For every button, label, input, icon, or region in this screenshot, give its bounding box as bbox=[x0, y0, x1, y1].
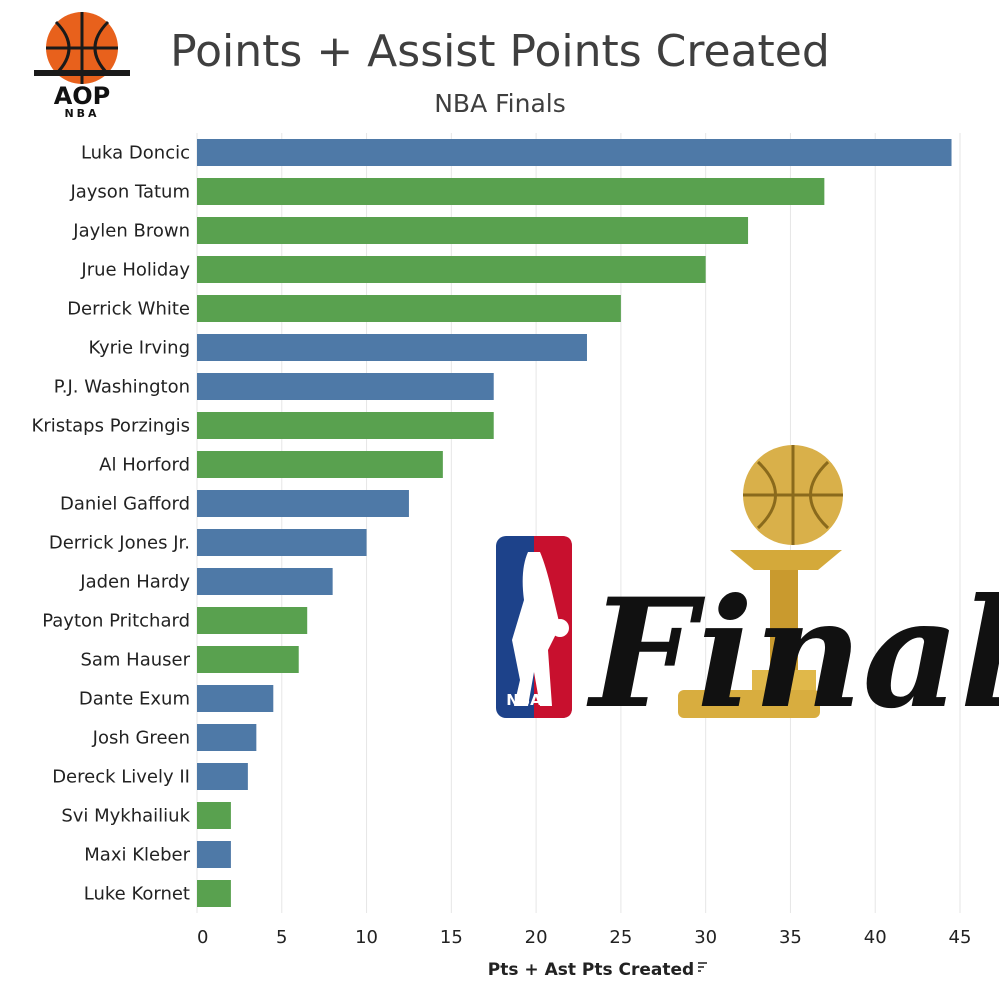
category-label: Al Horford bbox=[99, 455, 190, 476]
bar[interactable] bbox=[197, 451, 443, 478]
x-tick-label: 0 bbox=[197, 927, 208, 948]
bar[interactable] bbox=[197, 334, 587, 361]
bar[interactable] bbox=[197, 646, 299, 673]
x-axis-title: Pts + Ast Pts Created bbox=[488, 960, 694, 980]
category-label: Luke Kornet bbox=[84, 884, 190, 905]
nba-logo: NBA bbox=[496, 536, 572, 718]
bar[interactable] bbox=[197, 178, 825, 205]
chart-title: Points + Assist Points Created bbox=[170, 26, 830, 77]
category-label: Daniel Gafford bbox=[60, 494, 190, 515]
x-tick-label: 30 bbox=[694, 927, 717, 948]
category-label: Dereck Lively II bbox=[52, 767, 190, 788]
bars bbox=[197, 139, 952, 907]
bar[interactable] bbox=[197, 607, 308, 634]
category-labels: Luka Doncic Jayson Tatum Jaylen Brown Jrue … bbox=[32, 143, 191, 905]
category-label: Svi Mykhailiuk bbox=[61, 806, 190, 827]
trophy-icon bbox=[678, 445, 843, 718]
finals-wordmark: Finals bbox=[586, 566, 999, 742]
logo-primary-text: AOP bbox=[54, 82, 111, 110]
aop-logo: AOP NBA bbox=[34, 12, 130, 120]
category-label: Jayson Tatum bbox=[69, 182, 190, 203]
bar[interactable] bbox=[197, 802, 231, 829]
category-label: Luka Doncic bbox=[81, 143, 190, 164]
category-label: Jaden Hardy bbox=[79, 572, 190, 593]
category-label: Jrue Holiday bbox=[80, 260, 190, 281]
gridlines bbox=[196, 133, 961, 913]
bar[interactable] bbox=[197, 295, 621, 322]
bar[interactable] bbox=[197, 763, 248, 790]
category-label: P.J. Washington bbox=[54, 377, 190, 398]
bar[interactable] bbox=[197, 568, 333, 595]
x-tick-label: 35 bbox=[779, 927, 802, 948]
logo-secondary-text: NBA bbox=[64, 107, 99, 120]
nba-finals-emblem: NBA Finals bbox=[496, 445, 999, 742]
category-label: Derrick White bbox=[67, 299, 190, 320]
x-tick-label: 20 bbox=[525, 927, 548, 948]
x-axis-ticks: 0 5 10 15 20 25 30 35 40 45 bbox=[197, 927, 971, 948]
category-label: Kristaps Porzingis bbox=[32, 416, 190, 437]
category-label: Maxi Kleber bbox=[84, 845, 190, 866]
category-label: Jaylen Brown bbox=[72, 221, 190, 242]
bar[interactable] bbox=[197, 685, 274, 712]
bar[interactable] bbox=[197, 256, 706, 283]
bar[interactable] bbox=[197, 529, 367, 556]
bar[interactable] bbox=[197, 412, 494, 439]
chart-subtitle: NBA Finals bbox=[434, 89, 566, 118]
bar[interactable] bbox=[197, 841, 231, 868]
bar[interactable] bbox=[197, 880, 231, 907]
bar[interactable] bbox=[197, 373, 494, 400]
category-label: Payton Pritchard bbox=[42, 611, 190, 632]
sort-icon[interactable] bbox=[698, 962, 707, 972]
x-tick-label: 45 bbox=[949, 927, 972, 948]
x-tick-label: 40 bbox=[864, 927, 887, 948]
nba-logo-text: NBA bbox=[506, 691, 542, 709]
x-tick-label: 25 bbox=[609, 927, 632, 948]
bar[interactable] bbox=[197, 490, 409, 517]
category-label: Sam Hauser bbox=[80, 650, 190, 671]
bar[interactable] bbox=[197, 139, 952, 166]
bar[interactable] bbox=[197, 217, 749, 244]
x-tick-label: 5 bbox=[276, 927, 287, 948]
x-tick-label: 15 bbox=[440, 927, 463, 948]
bar[interactable] bbox=[197, 724, 257, 751]
x-tick-label: 10 bbox=[355, 927, 378, 948]
category-label: Derrick Jones Jr. bbox=[49, 533, 190, 554]
category-label: Dante Exum bbox=[79, 689, 190, 710]
category-label: Kyrie Irving bbox=[88, 338, 190, 359]
category-label: Josh Green bbox=[92, 728, 190, 749]
